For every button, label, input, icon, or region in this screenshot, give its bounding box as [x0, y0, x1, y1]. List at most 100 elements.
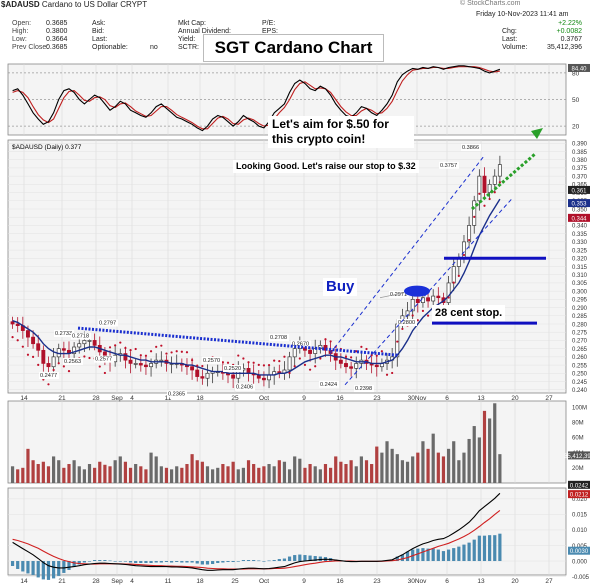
- macd-histogram-bar: [252, 560, 256, 562]
- sar-dot: [185, 351, 189, 354]
- volume-bar: [436, 452, 440, 483]
- sar-dot: [180, 350, 183, 353]
- candle-body: [133, 363, 138, 365]
- sar-dot: [160, 344, 163, 347]
- volume-bar: [36, 464, 40, 483]
- sar-dot: [11, 336, 14, 339]
- x-tick-label: 21: [58, 578, 66, 585]
- volume-bar: [293, 456, 297, 483]
- volume-bar: [411, 456, 415, 483]
- symbol-line: $ADAUSD Cardano to US Dollar CRYPT: [1, 1, 147, 9]
- volume-bar: [400, 460, 405, 483]
- sar-dot: [21, 345, 24, 348]
- volume-bar: [231, 461, 235, 483]
- sar-dot: [329, 340, 332, 343]
- macd-histogram-bar: [241, 560, 245, 562]
- candle-body: [138, 363, 143, 366]
- volume-tag: 35,412,396: [564, 454, 595, 460]
- last2-value: 0.3767: [560, 36, 582, 43]
- sar-dot: [308, 368, 312, 371]
- macd-histogram-bar: [139, 561, 143, 564]
- sar-dot: [108, 346, 112, 349]
- sar-dot: [288, 371, 291, 375]
- candle-body: [36, 343, 41, 351]
- macd-histogram-bar: [246, 560, 251, 562]
- price-annotation: 0.2520: [224, 366, 241, 372]
- watermark: © StockCharts.com: [460, 0, 521, 7]
- sar-dot: [62, 365, 65, 368]
- x-tick-label: 30Nov: [408, 395, 428, 402]
- macd-histogram-bar: [93, 560, 97, 562]
- candle-body: [354, 363, 359, 369]
- candle-body: [395, 323, 400, 358]
- candle-body: [431, 295, 436, 302]
- macd-histogram-bar: [190, 561, 194, 563]
- price-y-tick: 0.330: [572, 240, 588, 246]
- volume-bar: [334, 456, 338, 483]
- price-annotation-bg: [389, 290, 409, 298]
- chg-value: +0.0082: [556, 28, 583, 35]
- macd-histogram-bar: [21, 561, 25, 572]
- volume-bar: [236, 469, 240, 483]
- volume-bar: [498, 454, 502, 483]
- sar-dot: [257, 363, 260, 367]
- candle-body: [451, 266, 456, 284]
- candle-body: [267, 374, 271, 381]
- candle-body: [190, 366, 195, 371]
- title-box: SGT Cardano Chart: [203, 34, 384, 62]
- candle-body: [149, 363, 154, 368]
- sar-dot: [273, 359, 276, 362]
- volume-bar: [10, 466, 15, 483]
- volume-y-tick: 80M: [572, 421, 584, 427]
- candle-body: [492, 175, 497, 185]
- dividend-label: Annual Dividend:: [178, 28, 231, 35]
- macd-histogram-bar: [57, 561, 61, 576]
- volume-bar: [329, 467, 333, 483]
- price-y-tick: 0.325: [572, 248, 588, 254]
- price-y-tick: 0.335: [572, 232, 588, 238]
- mktcap-label: Mkt Cap:: [178, 20, 207, 27]
- x-tick-label: 11: [165, 578, 172, 585]
- macd-histogram-bar: [493, 535, 497, 562]
- volume-bar: [298, 458, 302, 483]
- price-y-tick: 0.255: [572, 363, 588, 369]
- macd-histogram-bar: [216, 561, 220, 564]
- volume-bar: [62, 467, 66, 483]
- volume-bar: [200, 461, 204, 483]
- candle-body: [467, 225, 472, 243]
- macd-histogram-bar: [82, 561, 86, 563]
- macd-histogram-bar: [211, 561, 215, 565]
- price-y-tick: 0.270: [572, 339, 588, 345]
- candle-body: [231, 374, 236, 379]
- macd-histogram-bar: [62, 561, 66, 573]
- osc-tag: 84.40: [571, 66, 587, 72]
- volume-bar: [21, 467, 25, 483]
- macd-tag: 0.0212: [570, 493, 589, 499]
- macd-histogram-bar: [128, 561, 133, 563]
- macd-histogram-bar: [67, 561, 71, 570]
- volume-bar: [405, 461, 410, 483]
- candle-body: [61, 348, 66, 351]
- candle-body: [41, 349, 46, 364]
- price-y-tick: 0.320: [572, 257, 588, 263]
- macd-histogram-bar: [477, 535, 481, 562]
- macd-histogram-bar: [298, 554, 302, 562]
- volume-bar: [93, 467, 97, 483]
- candle-body: [113, 354, 118, 363]
- x-tick-label: 25: [231, 395, 239, 402]
- x-tick-label: 13: [477, 395, 485, 402]
- macd-histogram-bar: [482, 535, 487, 562]
- sar-dot: [360, 345, 363, 348]
- price-panel-label: $ADAUSD (Daily) 0.377: [12, 144, 82, 151]
- price-annotation-bg: [98, 319, 118, 327]
- price-annotation-bg: [202, 356, 222, 364]
- volume-label: Volume:: [502, 44, 528, 51]
- sar-dot: [478, 192, 481, 195]
- volume-bar: [164, 467, 169, 483]
- x-tick-label: 9: [302, 395, 306, 402]
- sar-dot: [380, 350, 383, 353]
- price-y-tick: 0.250: [572, 372, 588, 378]
- sar-dot: [201, 364, 204, 368]
- volume-bar: [493, 403, 497, 483]
- sar-dot: [350, 356, 353, 359]
